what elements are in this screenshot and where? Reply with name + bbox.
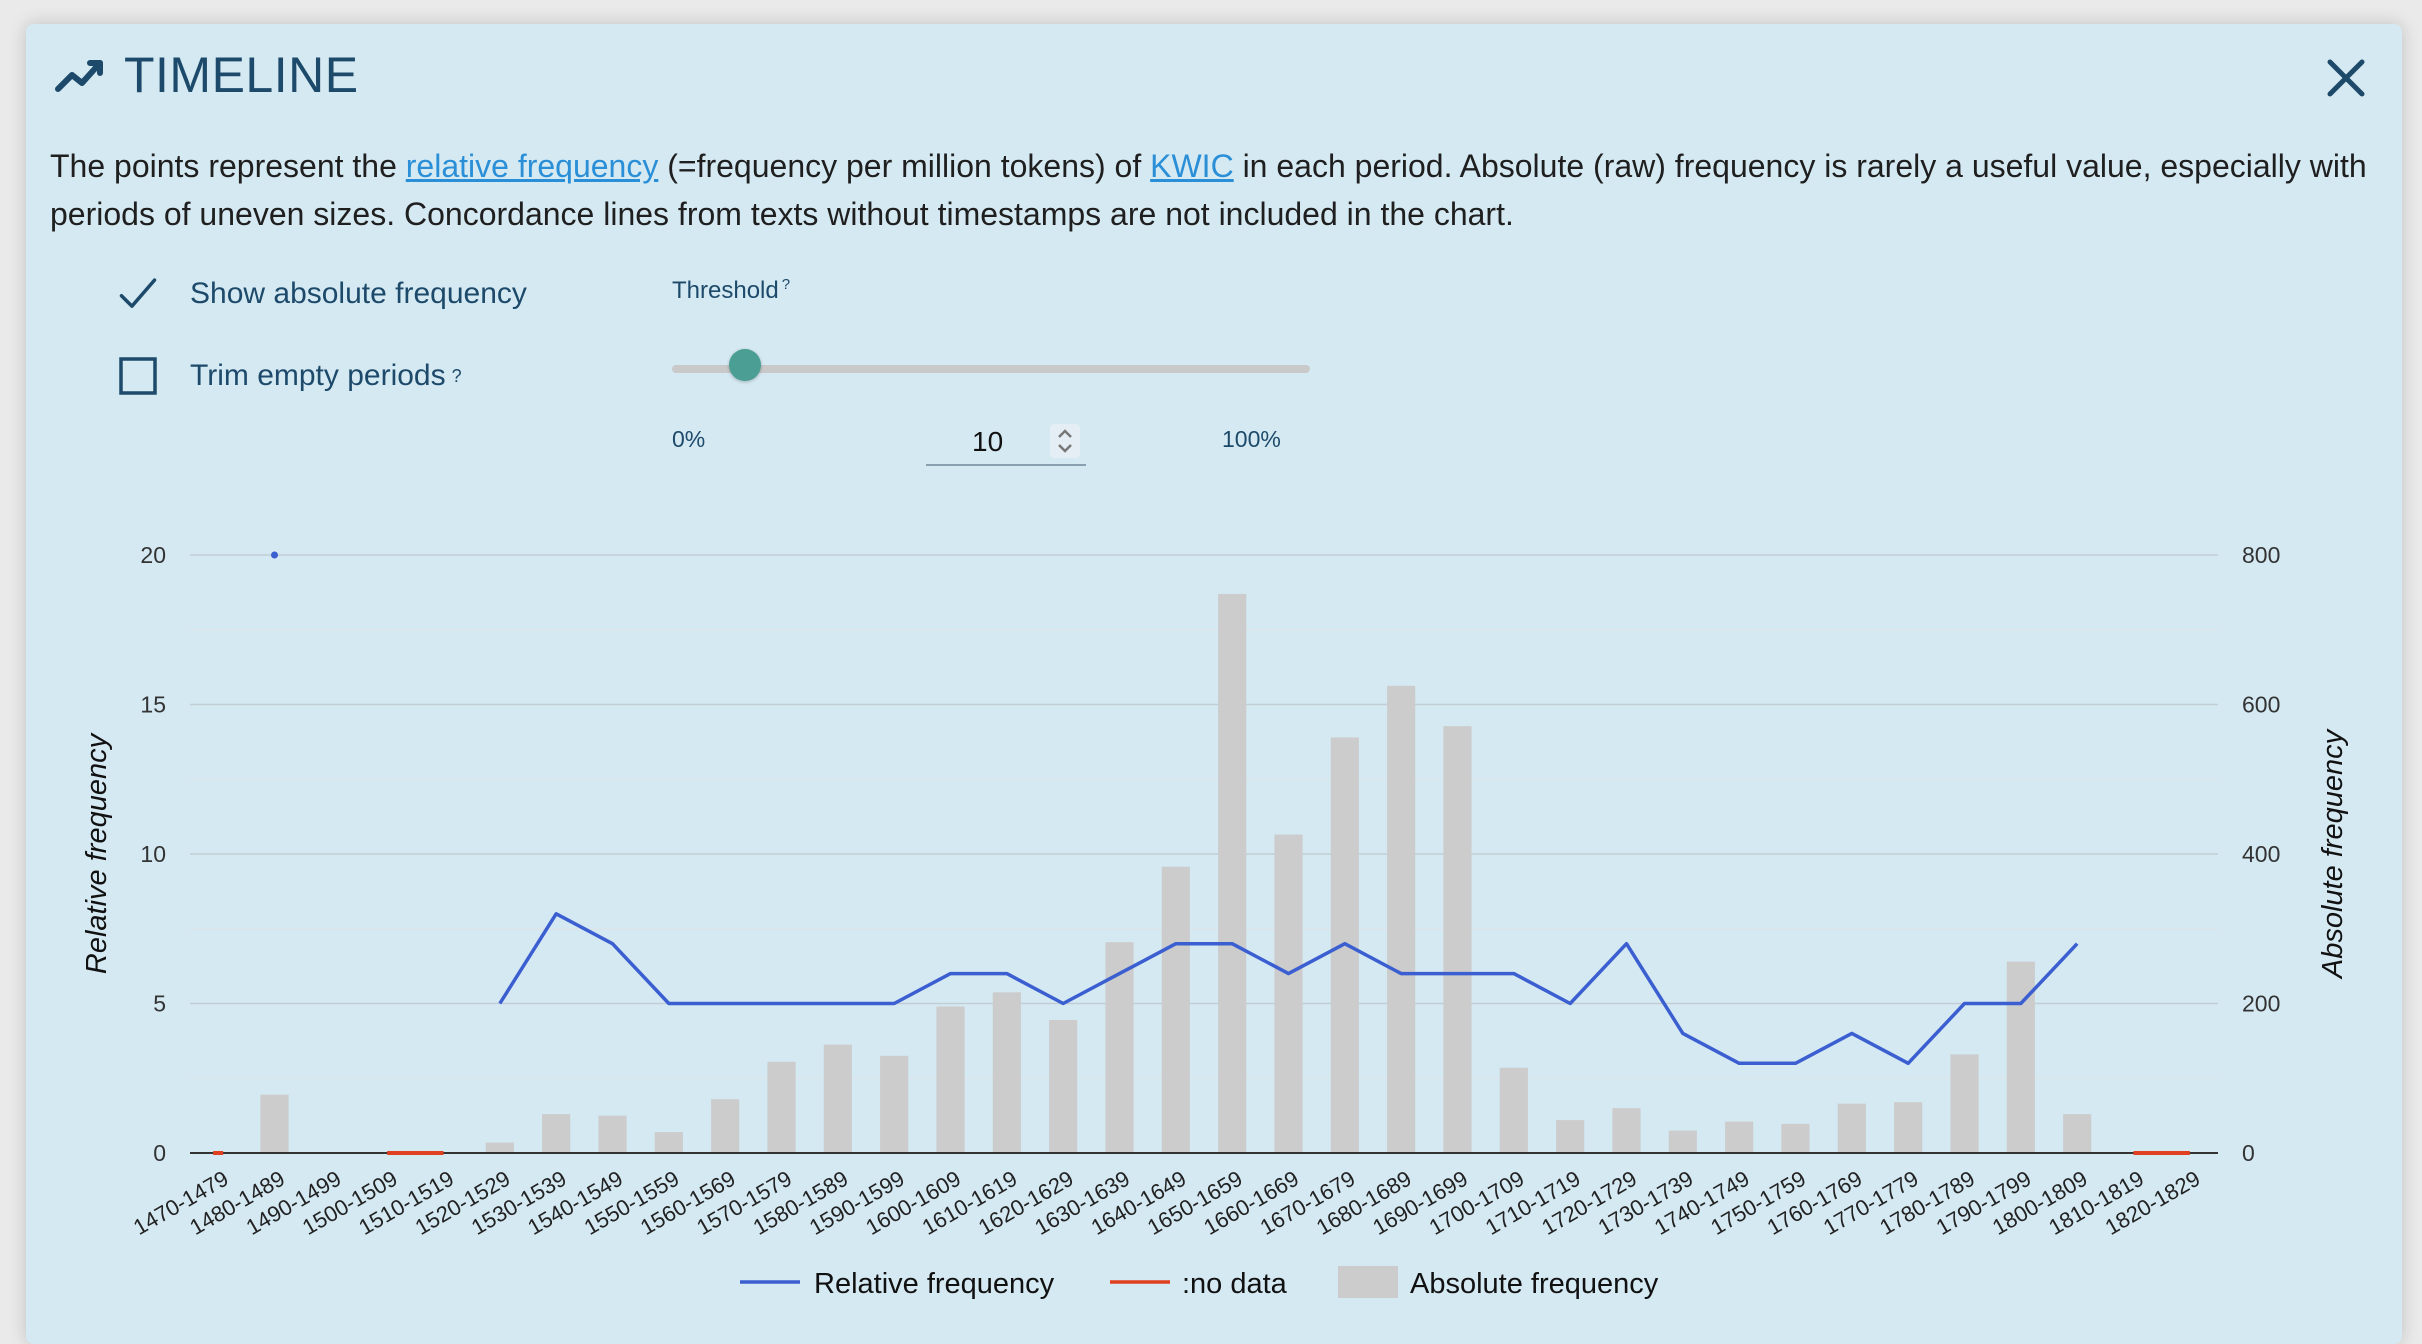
absolute-frequency-bar — [1556, 1120, 1585, 1153]
absolute-frequency-bar — [1837, 1103, 1866, 1153]
legend-label: Relative frequency — [814, 1268, 1055, 1300]
description-text: in each period. Absolute (raw) frequency… — [50, 148, 2367, 232]
number-stepper[interactable] — [1050, 424, 1080, 458]
absolute-frequency-bar — [598, 1115, 627, 1153]
absolute-frequency-bar — [1612, 1108, 1641, 1153]
help-mark[interactable]: ? — [451, 365, 462, 386]
show-absolute-label: Show absolute frequency — [190, 277, 527, 310]
absolute-frequency-bar — [711, 1099, 740, 1153]
threshold-help-mark[interactable]: ? — [781, 276, 791, 293]
threshold-value: 10 — [972, 426, 1004, 457]
description-text: The points represent the — [50, 148, 406, 184]
kwic-link[interactable]: KWIC — [1150, 148, 1234, 184]
left-tick-label: 20 — [140, 542, 166, 568]
trim-empty-checkbox[interactable] — [118, 356, 158, 396]
right-tick-label: 0 — [2242, 1140, 2255, 1166]
absolute-frequency-bar — [880, 1055, 909, 1153]
threshold-slider-handle[interactable] — [729, 349, 762, 381]
stepper-arrows-icon — [1058, 429, 1072, 453]
absolute-frequency-bar — [1499, 1067, 1528, 1153]
threshold-label: Threshold? — [672, 276, 790, 305]
close-icon[interactable] — [2322, 54, 2370, 102]
threshold-number-input[interactable]: 10 — [926, 420, 1086, 466]
trim-empty-option[interactable]: Trim empty periods? — [118, 356, 462, 396]
right-tick-label: 800 — [2242, 542, 2280, 568]
trend-line-icon — [55, 60, 103, 92]
description-text: (=frequency per million tokens) of — [658, 148, 1151, 184]
checkmark-icon — [119, 278, 157, 308]
left-tick-label: 5 — [153, 991, 166, 1017]
absolute-frequency-bar — [1950, 1054, 1979, 1153]
absolute-frequency-bar — [1387, 685, 1416, 1153]
right-tick-label: 200 — [2242, 991, 2280, 1017]
description: The points represent the relative freque… — [50, 142, 2390, 238]
relative-frequency-link[interactable]: relative frequency — [405, 148, 659, 184]
slider-max-label: 100% — [1222, 426, 1281, 452]
absolute-frequency-bar — [1668, 1130, 1697, 1153]
absolute-frequency-bar — [260, 1094, 289, 1153]
absolute-frequency-bar — [767, 1061, 796, 1153]
absolute-frequency-bar — [1443, 726, 1472, 1153]
left-axis-title: Relative frequency — [81, 732, 113, 974]
dialog-header: TIMELINE — [54, 46, 359, 104]
relative-frequency-line — [498, 912, 2079, 1066]
absolute-frequency-bar — [542, 1114, 571, 1153]
absolute-frequency-bar — [823, 1044, 852, 1153]
legend-label: :no data — [1182, 1268, 1288, 1300]
right-tick-label: 400 — [2242, 841, 2280, 867]
right-axis-title: Absolute frequency — [2317, 728, 2349, 980]
absolute-frequency-bar — [2006, 961, 2035, 1153]
show-absolute-option[interactable]: Show absolute frequency — [118, 274, 527, 314]
absolute-frequency-bar — [1725, 1121, 1754, 1153]
right-tick-label: 600 — [2242, 692, 2280, 718]
dialog-title: TIMELINE — [124, 47, 359, 103]
checkbox-empty-icon — [119, 357, 157, 395]
threshold-slider-track[interactable] — [672, 365, 1310, 373]
absolute-frequency-bar — [1781, 1123, 1810, 1153]
left-tick-label: 10 — [140, 841, 166, 867]
absolute-frequency-bar — [1049, 1019, 1078, 1153]
show-absolute-checkbox[interactable] — [118, 274, 158, 314]
trim-empty-label: Trim empty periods — [190, 359, 446, 392]
absolute-frequency-bar — [936, 1006, 965, 1153]
absolute-frequency-bar — [1218, 593, 1247, 1153]
absolute-frequency-bar — [1274, 834, 1303, 1153]
absolute-frequency-bar — [654, 1132, 683, 1153]
legend-bar-swatch — [1338, 1266, 1398, 1298]
absolute-frequency-bar — [485, 1142, 514, 1153]
threshold-label-text: Threshold — [672, 277, 779, 304]
absolute-frequency-bar — [1161, 866, 1190, 1153]
left-tick-label: 15 — [140, 692, 166, 718]
legend-label: Absolute frequency — [1410, 1268, 1659, 1300]
timeline-dialog: TIMELINE The points represent the relati… — [26, 24, 2402, 1344]
absolute-frequency-bar — [992, 992, 1021, 1153]
absolute-frequency-bar — [1894, 1102, 1923, 1153]
left-tick-label: 0 — [153, 1140, 166, 1166]
absolute-frequency-bar — [2063, 1114, 2092, 1153]
slider-min-label: 0% — [672, 426, 706, 452]
relative-frequency-point — [271, 551, 278, 559]
